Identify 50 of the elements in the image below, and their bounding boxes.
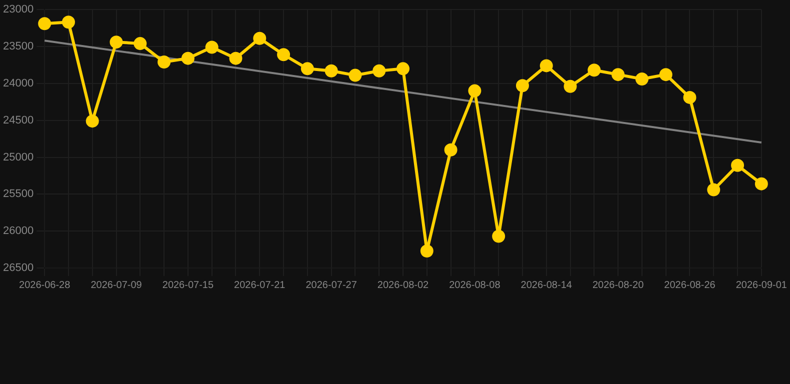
y-tick-label: 25000 <box>2 151 34 164</box>
point <box>468 84 482 98</box>
x-tick-label: 2026-09-01 <box>736 280 788 291</box>
y-tick-label: 26000 <box>2 225 34 238</box>
x-tick-label: 2026-07-27 <box>306 280 358 291</box>
point <box>683 90 696 104</box>
point <box>158 56 171 69</box>
y-tick-label: 24000 <box>2 77 34 90</box>
x-tick-label: 2026-08-02 <box>377 280 430 291</box>
point <box>372 64 386 78</box>
x-tick-label: 2026-08-14 <box>520 280 572 291</box>
point <box>588 64 601 77</box>
x-tick-label: 2026-07-09 <box>90 280 142 291</box>
point <box>492 230 506 243</box>
point <box>205 40 218 54</box>
y-tick-label: 23000 <box>2 4 34 16</box>
x-tick-label: 2026-08-20 <box>592 280 644 291</box>
y-tick-label: 24500 <box>2 114 34 126</box>
y-tick-label: 26500 <box>2 262 34 274</box>
point <box>181 52 194 65</box>
x-tick-label: 2026-06-28 <box>19 280 71 291</box>
point <box>420 244 434 258</box>
x-tick-label: 2026-08-26 <box>664 280 716 291</box>
point <box>253 32 266 45</box>
point <box>396 62 410 76</box>
point <box>540 59 553 72</box>
point <box>612 68 625 82</box>
point <box>635 72 648 86</box>
point <box>277 48 290 62</box>
point <box>754 177 768 190</box>
point <box>659 68 672 82</box>
point <box>731 158 744 172</box>
point <box>516 79 529 92</box>
point <box>62 16 75 29</box>
y-tick-label: 23500 <box>2 40 34 53</box>
point <box>348 68 362 82</box>
point <box>134 37 147 50</box>
point <box>86 114 99 128</box>
x-tick-label: 2026-08-08 <box>449 280 501 291</box>
x-tick-label: 2026-07-15 <box>162 280 214 291</box>
y-tick-label: 25500 <box>2 188 34 200</box>
point <box>229 52 242 65</box>
point <box>707 183 720 196</box>
point <box>38 17 52 30</box>
point <box>300 62 314 76</box>
point <box>110 36 123 49</box>
point <box>564 80 577 93</box>
point <box>444 143 458 156</box>
x-tick-label: 2026-07-21 <box>234 280 286 291</box>
point <box>324 64 338 78</box>
